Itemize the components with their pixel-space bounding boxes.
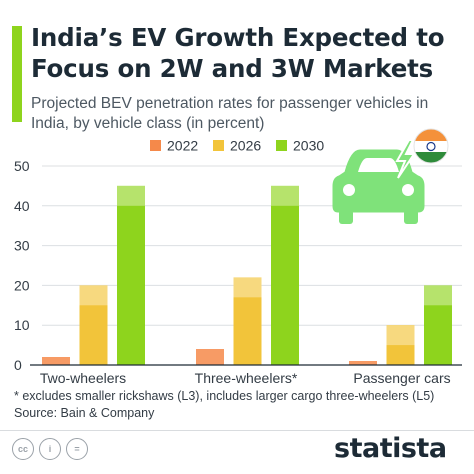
india-flag-icon bbox=[413, 128, 449, 164]
no-derivatives-icon[interactable]: = bbox=[66, 438, 88, 460]
bar-body bbox=[117, 185, 145, 365]
brand-logo: statista bbox=[334, 433, 447, 464]
x-axis-tick-labels: Two-wheelers Three-wheelers* Passenger car… bbox=[40, 370, 451, 386]
bar bbox=[271, 185, 299, 365]
bar-cap bbox=[271, 185, 299, 206]
footnotes: * excludes smaller rickshaws (L3), inclu… bbox=[14, 388, 464, 422]
bar bbox=[79, 285, 108, 365]
bar bbox=[196, 349, 224, 365]
bar-series bbox=[42, 185, 452, 365]
bar bbox=[117, 185, 145, 365]
attribution-icon[interactable]: i bbox=[39, 438, 61, 460]
bar bbox=[349, 361, 377, 365]
electric-car-icon bbox=[332, 139, 425, 224]
footer-divider bbox=[0, 430, 474, 431]
legend-swatch bbox=[276, 140, 287, 151]
legend-label: 2026 bbox=[230, 138, 261, 154]
chart-legend: 2022 2026 2030 bbox=[150, 138, 324, 154]
x-tick-label: Two-wheelers bbox=[40, 370, 126, 386]
chart-subtitle: Projected BEV penetration rates for pass… bbox=[31, 95, 429, 132]
source-text: Source: Bain & Company bbox=[14, 406, 155, 420]
bar-cap bbox=[424, 285, 452, 306]
y-tick-label: 30 bbox=[14, 238, 30, 254]
bar-cap bbox=[349, 361, 377, 365]
bar bbox=[42, 357, 70, 365]
y-tick-label: 10 bbox=[14, 317, 30, 333]
footnote-text: * excludes smaller rickshaws (L3), inclu… bbox=[14, 389, 435, 403]
bar-cap bbox=[117, 185, 145, 206]
license-icons: cc i = bbox=[12, 438, 88, 460]
legend-label: 2022 bbox=[167, 138, 198, 154]
legend-label: 2030 bbox=[293, 138, 324, 154]
y-tick-label: 50 bbox=[14, 158, 30, 174]
bar bbox=[386, 325, 415, 365]
bar-cap bbox=[386, 325, 415, 346]
title-accent-bar bbox=[12, 26, 22, 122]
legend-swatch bbox=[150, 140, 161, 151]
chart-title: India’s EV Growth Expected to Focus on 2… bbox=[31, 23, 445, 83]
bar-cap bbox=[79, 285, 108, 306]
cc-icon[interactable]: cc bbox=[12, 438, 34, 460]
bar-cap bbox=[196, 349, 224, 365]
x-tick-label: Passenger cars bbox=[353, 370, 450, 386]
legend-swatch bbox=[213, 140, 224, 151]
bar bbox=[233, 277, 262, 365]
y-tick-label: 40 bbox=[14, 198, 30, 214]
y-tick-label: 20 bbox=[14, 277, 30, 293]
bar-cap bbox=[233, 277, 262, 298]
bar-cap bbox=[42, 357, 70, 365]
bar bbox=[424, 285, 452, 365]
y-tick-label: 0 bbox=[14, 357, 22, 373]
x-tick-label: Three-wheelers* bbox=[195, 370, 298, 386]
y-axis-tick-labels: 0 10 20 30 40 50 bbox=[14, 158, 30, 373]
bar-body bbox=[271, 185, 299, 365]
